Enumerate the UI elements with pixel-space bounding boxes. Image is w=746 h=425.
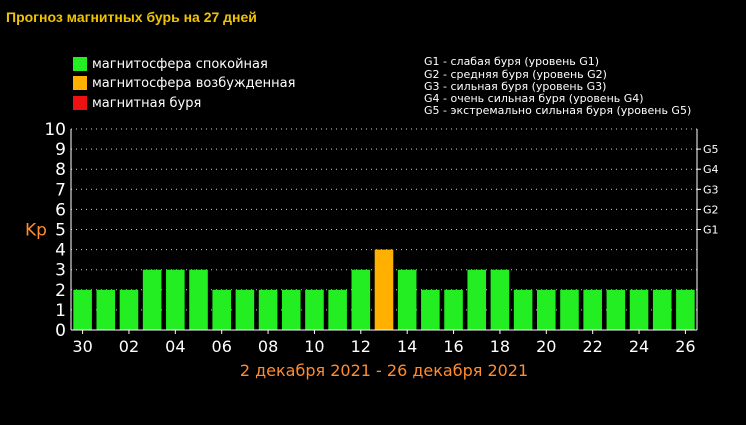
storm-level-g3: G3 - сильная буря (уровень G3) <box>424 80 607 93</box>
y-axis-label: Kp <box>25 221 47 241</box>
bar <box>467 269 487 330</box>
x-tick-label: 22 <box>582 337 602 356</box>
bar <box>444 289 463 330</box>
bar <box>560 289 579 330</box>
bar <box>258 289 278 330</box>
bar <box>652 289 672 330</box>
bar <box>490 269 510 330</box>
bar <box>73 289 92 330</box>
bar <box>166 269 185 330</box>
y-tick-label: 9 <box>55 140 66 160</box>
bar <box>606 289 626 330</box>
x-tick-label: 24 <box>629 337 649 356</box>
legend-item-calm: магнитосфера спокойная <box>73 56 268 72</box>
bar <box>281 289 301 330</box>
y-tick-label: 3 <box>55 261 66 281</box>
bar <box>119 289 139 330</box>
bar <box>235 289 255 330</box>
bar <box>351 269 371 330</box>
x-tick-label: 14 <box>397 337 417 356</box>
bar <box>421 289 440 330</box>
x-tick-label: 20 <box>536 337 556 356</box>
bar <box>96 289 116 330</box>
bar <box>212 289 231 330</box>
x-tick-label: 02 <box>119 337 139 356</box>
storm-level-g2: G2 - средняя буря (уровень G2) <box>424 68 607 81</box>
y-tick-label: 5 <box>55 221 66 241</box>
x-tick-label: 12 <box>351 337 371 356</box>
x-tick-label: 26 <box>675 337 695 356</box>
bar <box>189 269 208 330</box>
bar <box>629 289 649 330</box>
g-tick-label: G1 <box>703 224 719 237</box>
storm-level-g1: G1 - слабая буря (уровень G1) <box>424 55 600 68</box>
y-tick-label: 6 <box>55 200 66 220</box>
x-tick-label: 16 <box>443 337 463 356</box>
x-tick-label: 18 <box>490 337 510 356</box>
x-tick-label: 08 <box>258 337 278 356</box>
bar <box>305 289 324 330</box>
y-tick-label: 4 <box>55 241 66 261</box>
x-tick-label: 10 <box>304 337 324 356</box>
legend-label-excited: магнитосфера возбужденная <box>92 75 296 91</box>
storm-level-g5: G5 - экстремально сильная буря (уровень … <box>424 104 692 117</box>
y-tick-label: 7 <box>55 180 66 200</box>
bar <box>513 289 533 330</box>
g-tick-label: G4 <box>703 163 719 176</box>
y-tick-label: 10 <box>44 120 66 140</box>
chart-title: Прогноз магнитных бурь на 27 дней <box>6 9 257 25</box>
legend-swatch-excited <box>73 76 87 90</box>
legend-item-storm: магнитная буря <box>73 95 201 111</box>
x-tick-label: 30 <box>72 337 92 356</box>
x-axis-label: 2 декабря 2021 - 26 декабря 2021 <box>240 361 528 380</box>
x-tick-label: 06 <box>212 337 232 356</box>
y-tick-label: 1 <box>55 301 66 321</box>
bar <box>583 289 602 330</box>
legend-swatch-calm <box>73 57 87 71</box>
bar <box>397 269 417 330</box>
bar <box>537 289 556 330</box>
legend-label-calm: магнитосфера спокойная <box>92 56 268 72</box>
y-tick-label: 2 <box>55 281 66 301</box>
x-tick-label: 04 <box>165 337 185 356</box>
legend-swatch-storm <box>73 96 87 110</box>
y-tick-label: 8 <box>55 160 66 180</box>
legend-item-excited: магнитосфера возбужденная <box>73 75 295 91</box>
legend-label-storm: магнитная буря <box>92 95 202 111</box>
y-tick-label: 0 <box>55 321 66 341</box>
bar <box>374 249 394 330</box>
g-tick-label: G3 <box>703 183 719 196</box>
bar <box>142 269 162 330</box>
bar <box>328 289 347 330</box>
g-tick-label: G2 <box>703 203 719 216</box>
g-tick-label: G5 <box>703 143 719 156</box>
storm-level-g4: G4 - очень сильная буря (уровень G4) <box>424 92 644 105</box>
bar <box>676 289 695 330</box>
